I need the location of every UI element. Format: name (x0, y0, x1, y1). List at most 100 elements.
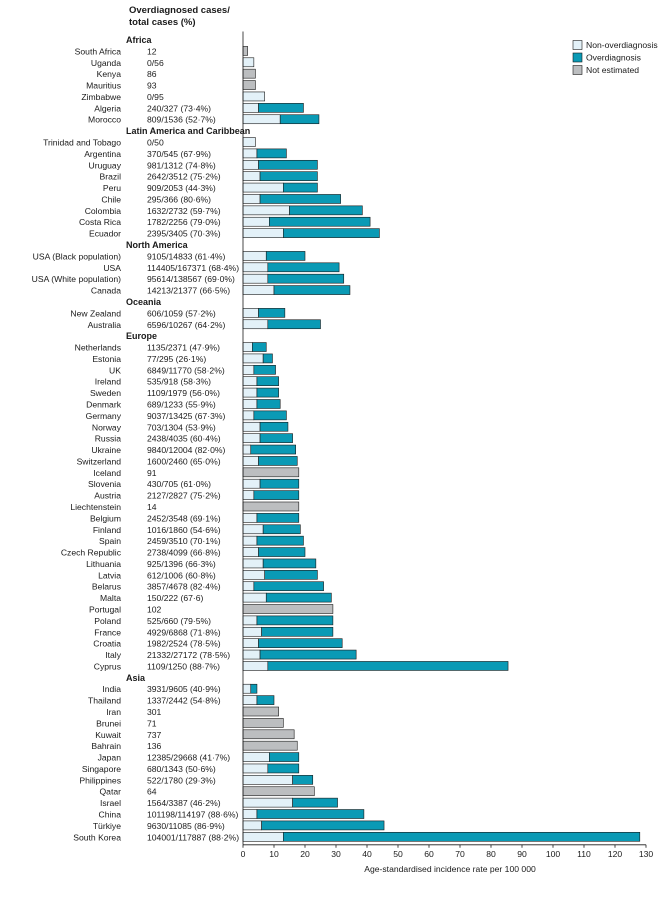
bar-overdiagnosis (253, 490, 300, 500)
bar-non-overdiagnosis (242, 592, 267, 603)
overdiagnosis-stat: 1564/3387 (46·2%) (147, 798, 221, 808)
country-label: Denmark (86, 399, 122, 409)
country-label: Czech Republic (61, 548, 122, 558)
bar-non-overdiagnosis (242, 319, 269, 330)
bar-not-estimated (242, 501, 300, 512)
bar-non-overdiagnosis (242, 444, 252, 455)
bar-overdiagnosis (262, 558, 317, 569)
legend: Non-overdiagnosis Overdiagnosis Not estima… (572, 40, 658, 75)
legend-label: Not estimated (586, 65, 639, 75)
overdiagnosis-stat: 9105/14833 (61·4%) (147, 251, 225, 261)
bar-non-overdiagnosis (242, 114, 281, 125)
bar-overdiagnosis (256, 615, 334, 626)
legend-label: Non-overdiagnosis (586, 40, 658, 50)
bar-overdiagnosis (256, 809, 365, 819)
bar-non-overdiagnosis (242, 695, 258, 705)
country-label: Switzerland (77, 456, 122, 466)
x-tick-label: 60 (424, 849, 434, 859)
bar-non-overdiagnosis (242, 763, 269, 774)
bar-non-overdiagnosis (242, 376, 258, 387)
group-heading: North America (126, 240, 189, 250)
bar-non-overdiagnosis (242, 797, 293, 808)
bar-non-overdiagnosis (242, 831, 284, 842)
bar-overdiagnosis (289, 205, 363, 216)
overdiagnosis-stat: 71 (147, 718, 157, 728)
x-tick-label: 40 (362, 849, 372, 859)
bar-not-estimated (242, 46, 248, 56)
bar-overdiagnosis (252, 342, 267, 352)
legend-swatch (572, 52, 583, 63)
bar-non-overdiagnosis (242, 775, 293, 785)
bar-non-overdiagnosis (242, 182, 284, 193)
country-label: Malta (100, 593, 121, 603)
bar-non-overdiagnosis (242, 194, 261, 204)
group-heading: Europe (126, 331, 157, 341)
overdiagnosis-stat: 606/1059 (57·2%) (147, 308, 216, 318)
bar-overdiagnosis (265, 592, 332, 603)
overdiagnosis-stat: 3931/9605 (40·9%) (147, 684, 221, 694)
column-header-line-1: Overdiagnosed cases/ (129, 5, 230, 16)
overdiagnosis-stat: 6849/11770 (58·2%) (147, 365, 225, 375)
group-heading: Oceania (126, 297, 162, 307)
bar-not-estimated (242, 729, 295, 740)
bar-overdiagnosis (282, 228, 380, 238)
overdiagnosis-stat: 1600/2460 (65·0%) (147, 456, 221, 466)
country-label: Slovenia (88, 479, 121, 489)
overdiagnosis-stat: 9630/11085 (86·9%) (147, 821, 225, 831)
bar-overdiagnosis (261, 820, 385, 831)
overdiagnosis-stat: 102 (147, 605, 162, 615)
overdiagnosis-stat: 14 (147, 502, 157, 512)
x-tick-label: 0 (241, 849, 246, 859)
country-label: Colombia (85, 206, 122, 216)
bar-non-overdiagnosis (242, 649, 261, 660)
country-label: South Africa (75, 46, 122, 56)
country-label: Brunei (96, 718, 121, 728)
bar-overdiagnosis (267, 661, 509, 671)
overdiagnosis-stat: 12385/29668 (41·7%) (147, 753, 230, 763)
bar-non-overdiagnosis (242, 251, 267, 261)
bar-not-estimated (242, 786, 315, 797)
country-label: Philippines (79, 775, 121, 785)
overdiagnosis-stat: 2452/3548 (69·1%) (147, 513, 221, 523)
country-label: Iran (106, 707, 121, 717)
column-header: Overdiagnosed cases/ total cases (%) (129, 5, 230, 28)
bar-overdiagnosis (256, 535, 304, 546)
bar-non-overdiagnosis (242, 228, 284, 238)
overdiagnosis-stat: 4929/6868 (71·8%) (147, 627, 221, 637)
bar-non-overdiagnosis (242, 387, 258, 398)
country-label: Costa Rica (79, 217, 121, 227)
overdiagnosis-stat: 612/1006 (60·8%) (147, 570, 216, 580)
country-label: Netherlands (75, 343, 121, 353)
group-heading: Latin America and Caribbean (126, 126, 250, 136)
overdiagnosis-stat: 809/1536 (52·7%) (147, 115, 216, 125)
bar-overdiagnosis (258, 638, 343, 648)
x-tick-label: 90 (517, 849, 527, 859)
bar-overdiagnosis (253, 365, 276, 375)
x-tick-label: 100 (546, 849, 561, 859)
bar-overdiagnosis (253, 581, 324, 592)
chart-rows: Africa South Africa 12 Uganda 0/56 Kenya 86 Mau… (32, 35, 641, 842)
bar-non-overdiagnosis (242, 547, 259, 557)
bar-overdiagnosis (259, 171, 318, 181)
bar-not-estimated (242, 718, 284, 728)
bar-overdiagnosis (269, 216, 371, 227)
bar-non-overdiagnosis (242, 171, 261, 181)
overdiagnosis-stat: 1109/1250 (88·7%) (147, 661, 220, 671)
bar-overdiagnosis (273, 285, 351, 295)
bar-overdiagnosis (256, 376, 279, 387)
country-label: Russia (95, 434, 121, 444)
bar-non-overdiagnosis (242, 353, 264, 364)
country-label: Japan (98, 753, 122, 763)
x-tick-label: 80 (486, 849, 496, 859)
group-heading: Asia (126, 673, 146, 683)
group-heading: Africa (126, 35, 153, 45)
x-tick-label: 110 (577, 849, 591, 859)
country-label: India (102, 684, 121, 694)
bar-non-overdiagnosis (242, 205, 290, 216)
country-label: Poland (94, 616, 121, 626)
bar-overdiagnosis (258, 547, 306, 557)
overdiagnosis-stat: 9840/12004 (82·0%) (147, 445, 225, 455)
overdiagnosis-stat: 136 (147, 741, 162, 751)
bar-non-overdiagnosis (242, 524, 264, 535)
overdiagnosis-stat: 370/545 (67·9%) (147, 149, 211, 159)
